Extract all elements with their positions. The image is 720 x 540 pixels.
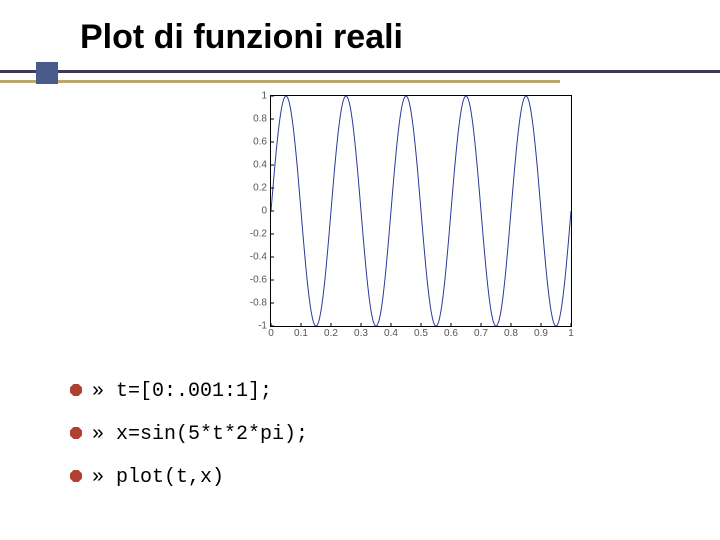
chart-line xyxy=(271,96,571,326)
x-tick-label: 0 xyxy=(268,326,274,339)
x-tick-label: 0.4 xyxy=(384,326,398,339)
prompt: » xyxy=(92,380,104,403)
y-tick-label: -0.6 xyxy=(250,275,271,286)
y-tick-label: 1 xyxy=(261,91,271,102)
y-tick-label: 0.8 xyxy=(253,114,271,125)
x-tick-label: 0.1 xyxy=(294,326,308,339)
page-title: Plot di funzioni reali xyxy=(80,18,403,57)
y-tick-label: -0.2 xyxy=(250,229,271,240)
code-line-3: » plot(t,x) xyxy=(70,466,308,489)
y-tick-label: -0.4 xyxy=(250,252,271,263)
slide: Plot di funzioni reali -1-0.8-0.6-0.4-0.… xyxy=(0,0,720,540)
x-tick-label: 0.9 xyxy=(534,326,548,339)
y-tick-label: 0.2 xyxy=(253,183,271,194)
x-tick-label: 0.7 xyxy=(474,326,488,339)
y-tick-label: 0.6 xyxy=(253,137,271,148)
divider-top xyxy=(0,70,720,73)
code-line-2: » x=sin(5*t*2*pi); xyxy=(70,423,308,446)
code-text: » x=sin(5*t*2*pi); xyxy=(92,423,308,446)
title-wrap: Plot di funzioni reali xyxy=(80,18,403,57)
divider-bottom xyxy=(0,80,560,83)
code-text: » t=[0:.001:1]; xyxy=(92,380,272,403)
accent-square-icon xyxy=(36,62,58,84)
bullet-icon xyxy=(70,384,92,396)
chart-plot-area: -1-0.8-0.6-0.4-0.200.20.40.60.8100.10.20… xyxy=(270,95,572,327)
code: x=sin(5*t*2*pi); xyxy=(116,423,308,446)
code-block: » t=[0:.001:1]; » x=sin(5*t*2*pi); » plo… xyxy=(70,380,308,509)
code: t=[0:.001:1]; xyxy=(116,380,272,403)
bullet-icon xyxy=(70,427,92,439)
x-tick-label: 1 xyxy=(568,326,574,339)
code-text: » plot(t,x) xyxy=(92,466,224,489)
code-line-1: » t=[0:.001:1]; xyxy=(70,380,308,403)
x-tick-label: 0.6 xyxy=(444,326,458,339)
chart: -1-0.8-0.6-0.4-0.200.20.40.60.8100.10.20… xyxy=(270,95,572,327)
x-tick-label: 0.3 xyxy=(354,326,368,339)
bullet-icon xyxy=(70,470,92,482)
x-tick-label: 0.5 xyxy=(414,326,428,339)
y-tick-label: -0.8 xyxy=(250,298,271,309)
prompt: » xyxy=(92,466,104,489)
x-tick-label: 0.8 xyxy=(504,326,518,339)
y-tick-label: 0 xyxy=(261,206,271,217)
x-tick-label: 0.2 xyxy=(324,326,338,339)
code: plot(t,x) xyxy=(116,466,224,489)
prompt: » xyxy=(92,423,104,446)
y-tick-label: 0.4 xyxy=(253,160,271,171)
